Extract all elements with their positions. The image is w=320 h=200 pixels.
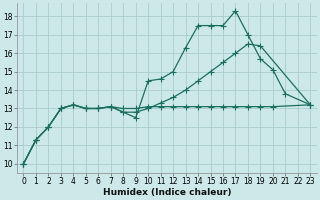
X-axis label: Humidex (Indice chaleur): Humidex (Indice chaleur) xyxy=(103,188,231,197)
